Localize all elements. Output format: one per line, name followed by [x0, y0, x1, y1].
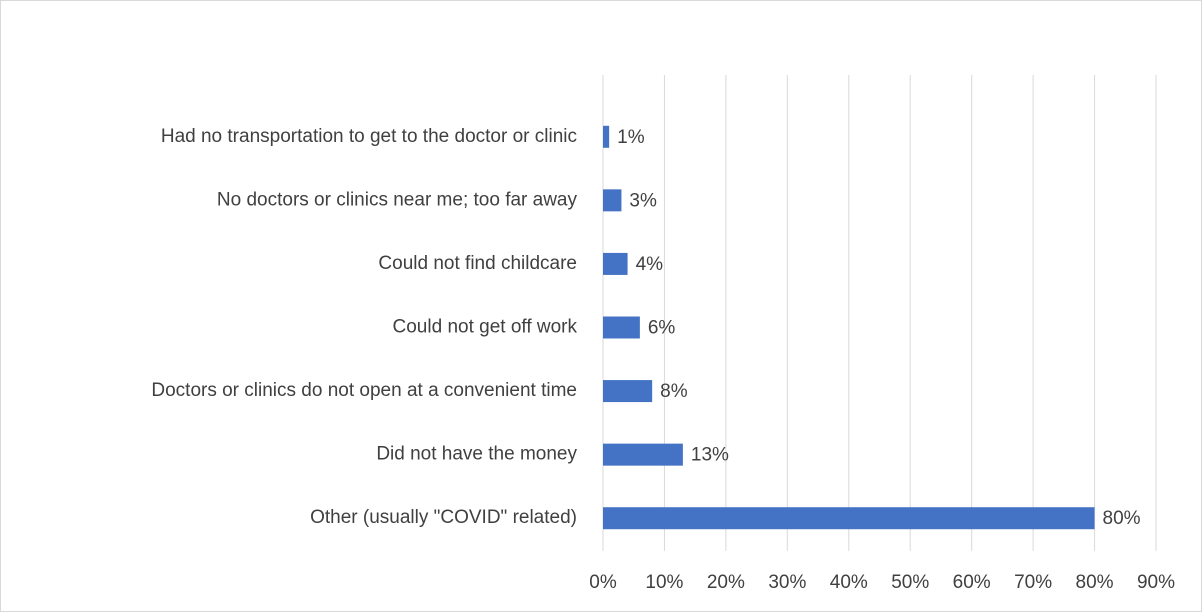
x-tick-label: 30%	[768, 572, 806, 593]
data-label: 6%	[648, 318, 676, 339]
y-tick-label: Other (usually "COVID" related)	[310, 507, 577, 528]
data-label: 80%	[1103, 508, 1141, 529]
x-tick-label: 10%	[645, 572, 683, 593]
x-tick-label: 0%	[589, 572, 617, 593]
bar	[603, 380, 653, 403]
x-tick-label: 70%	[1014, 572, 1052, 593]
x-tick-label: 80%	[1076, 572, 1114, 593]
bar	[603, 507, 1095, 530]
data-label: 4%	[636, 254, 664, 275]
x-tick-label: 20%	[707, 572, 745, 593]
y-tick-label: No doctors or clinics near me; too far a…	[217, 189, 578, 210]
x-tick-label: 40%	[830, 572, 868, 593]
data-label: 3%	[629, 190, 657, 211]
y-tick-label: Did not have the money	[376, 444, 577, 465]
bar	[603, 252, 628, 275]
data-label: 8%	[660, 381, 688, 402]
y-tick-label: Doctors or clinics do not open at a conv…	[151, 380, 577, 401]
bar	[603, 443, 683, 466]
bar	[603, 189, 622, 212]
y-tick-label: Could not get off work	[393, 317, 578, 338]
bar	[603, 125, 610, 148]
y-tick-label: Could not find childcare	[378, 253, 577, 274]
x-tick-label: 60%	[953, 572, 991, 593]
data-label: 1%	[617, 127, 645, 148]
x-tick-label: 50%	[891, 572, 929, 593]
x-tick-label: 90%	[1137, 572, 1175, 593]
y-tick-label: Had no transportation to get to the doct…	[161, 126, 577, 147]
data-label: 13%	[691, 445, 729, 466]
bar	[603, 316, 640, 339]
